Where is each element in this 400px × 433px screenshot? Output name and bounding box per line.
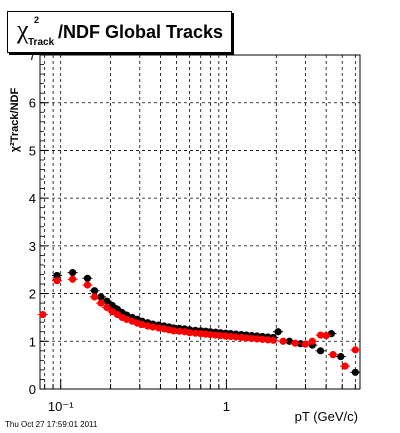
- x-tick-label: 1: [223, 399, 230, 414]
- data-point-red: [83, 281, 92, 289]
- data-point-red: [53, 277, 61, 285]
- data-point-red: [186, 329, 194, 337]
- y-tick-label: 4: [29, 191, 36, 206]
- data-point-black: [69, 268, 77, 277]
- y-tick-label: 5: [29, 143, 36, 158]
- data-point-red: [149, 323, 157, 331]
- data-point-black: [97, 293, 105, 301]
- data-point-red: [269, 336, 277, 344]
- y-tick-label: 7: [29, 48, 36, 63]
- x-tick-label: 10⁻¹: [48, 399, 74, 414]
- data-point-black: [351, 368, 359, 376]
- axes: 0 1 2 3 4 5 6 7 10⁻¹ 1: [29, 48, 361, 414]
- data-point-red: [301, 340, 310, 348]
- data-point-red: [216, 331, 225, 340]
- data-point-red: [253, 335, 261, 343]
- data-point-red: [351, 346, 359, 354]
- title-main-text: /NDF Global Tracks: [58, 22, 224, 42]
- y-tick-label: 3: [29, 239, 36, 254]
- title-subscript: Track: [28, 37, 55, 48]
- data-point-red: [39, 310, 47, 319]
- title-superscript: 2: [34, 15, 40, 25]
- data-points: [37, 268, 361, 376]
- data-point-red: [69, 275, 77, 283]
- data-point-red: [308, 337, 316, 345]
- timestamp-footer: Thu Oct 27 17:59:01 2011: [5, 420, 98, 429]
- title-chi-symbol: χ: [17, 15, 29, 44]
- data-point-black: [316, 347, 325, 355]
- data-point-red: [90, 293, 99, 301]
- axis-labels: χ²Track/NDF pT (GeV/c): [9, 88, 358, 424]
- data-point-red: [316, 331, 325, 339]
- data-point-red: [227, 332, 235, 341]
- data-point-black: [337, 352, 345, 361]
- y-tick-label: 1: [29, 334, 36, 349]
- data-point-red: [175, 327, 183, 335]
- data-point-red: [232, 333, 240, 341]
- data-point-red: [264, 336, 272, 344]
- y-axis-label: χ²Track/NDF: [9, 88, 21, 153]
- data-point-black: [53, 271, 61, 280]
- data-point-red: [341, 362, 349, 370]
- data-point-red: [329, 351, 337, 359]
- title-box: χ 2 Track /NDF Global Tracks: [7, 11, 232, 53]
- data-point-black: [274, 328, 282, 336]
- data-point-red: [322, 331, 330, 340]
- data-point-black: [83, 274, 92, 282]
- data-point-red: [279, 337, 287, 345]
- data-point-red: [97, 299, 105, 307]
- data-point-red: [206, 331, 214, 339]
- data-point-red: [191, 329, 200, 337]
- data-point-red: [242, 334, 250, 342]
- data-point-red: [103, 303, 111, 312]
- data-point-red: [248, 334, 256, 343]
- data-point-red: [169, 327, 178, 335]
- plot-frame: [39, 54, 361, 390]
- x-axis-label: pT (GeV/c): [295, 409, 358, 424]
- data-point-red: [155, 324, 163, 332]
- data-point-red: [258, 335, 267, 343]
- data-point-black: [90, 287, 99, 295]
- y-tick-label: 0: [29, 382, 36, 397]
- y-tick-label: 6: [29, 96, 36, 111]
- y-tick-label: 2: [29, 287, 36, 302]
- data-point-red: [291, 339, 299, 347]
